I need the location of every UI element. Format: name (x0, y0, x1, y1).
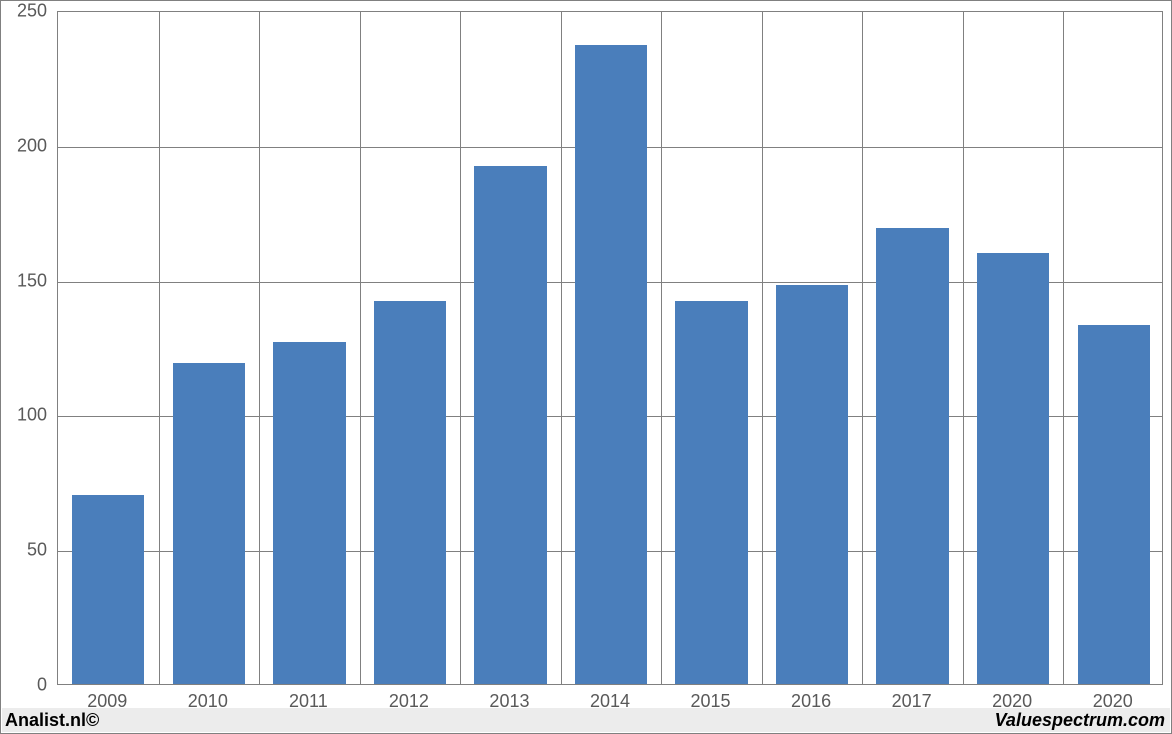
bar (876, 228, 948, 684)
gridline-vertical (661, 12, 662, 684)
y-tick-label: 0 (1, 675, 47, 696)
y-tick-label: 200 (1, 135, 47, 156)
bar (474, 166, 546, 684)
gridline-vertical (762, 12, 763, 684)
bar (1078, 325, 1150, 684)
footer-right-text: Valuespectrum.com (995, 710, 1165, 731)
bar (72, 495, 144, 684)
bar (173, 363, 245, 684)
gridline-vertical (460, 12, 461, 684)
gridline-vertical (561, 12, 562, 684)
footer-left-text: Analist.nl© (5, 710, 99, 731)
chart-container: 050100150200250 200920102011201220132014… (0, 0, 1172, 734)
gridline-vertical (159, 12, 160, 684)
gridline-vertical (963, 12, 964, 684)
y-tick-label: 50 (1, 540, 47, 561)
bar (675, 301, 747, 684)
bar (575, 45, 647, 684)
gridline-vertical (259, 12, 260, 684)
y-tick-label: 250 (1, 1, 47, 22)
gridline-vertical (862, 12, 863, 684)
bar (977, 253, 1049, 684)
gridline-vertical (1063, 12, 1064, 684)
bar (776, 285, 848, 684)
bar (374, 301, 446, 684)
y-tick-label: 150 (1, 270, 47, 291)
plot-area (57, 11, 1163, 685)
bar (273, 342, 345, 684)
y-tick-label: 100 (1, 405, 47, 426)
gridline-vertical (360, 12, 361, 684)
